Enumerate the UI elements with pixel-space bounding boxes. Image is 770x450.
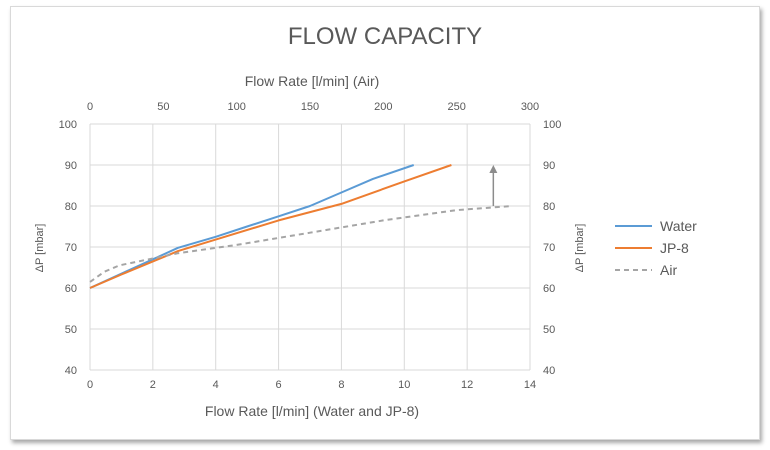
series-line-air	[89, 205, 513, 283]
x-tick-top: 200	[374, 101, 392, 113]
annotation-arrow-head	[489, 165, 498, 173]
y-tick-right: 80	[543, 201, 555, 213]
legend-label-water: Water	[660, 218, 697, 234]
y-tick-right: 90	[543, 160, 555, 172]
y-tick-left: 40	[65, 365, 77, 377]
gridlines	[89, 123, 531, 371]
x-tick-bottom: 4	[213, 379, 219, 391]
x-tick-top: 100	[227, 101, 245, 113]
series-line-jp-8	[89, 164, 452, 289]
x-tick-bottom: 2	[150, 379, 156, 391]
x-axis-bottom-title: Flow Rate [l/min] (Water and JP-8)	[205, 403, 419, 419]
y-tick-left: 80	[65, 201, 77, 213]
x-axis-top-title: Flow Rate [l/min] (Air)	[245, 73, 380, 89]
x-tick-top: 50	[157, 101, 169, 113]
y-tick-left: 70	[65, 242, 77, 254]
x-tick-top: 250	[447, 101, 465, 113]
x-tick-top: 300	[521, 101, 539, 113]
series-lines	[89, 164, 513, 289]
tick-labels: 40 40 50 50 60 60 70 70 80 80 90 90 100 100 0 2 4 6 8 10 12 1…	[59, 101, 562, 391]
annotations	[489, 165, 498, 206]
chart-title: FLOW CAPACITY	[288, 23, 482, 50]
y-axis-left-title: ΔP [mbar]	[34, 224, 46, 273]
y-tick-left: 90	[65, 160, 77, 172]
y-tick-left: 50	[65, 324, 77, 336]
x-tick-bottom: 0	[87, 379, 93, 391]
y-tick-left: 100	[59, 119, 77, 131]
y-tick-right: 100	[543, 119, 561, 131]
x-tick-bottom: 6	[276, 379, 282, 391]
y-tick-right: 50	[543, 324, 555, 336]
x-tick-top: 150	[301, 101, 319, 113]
x-tick-bottom: 10	[398, 379, 410, 391]
series-line-water	[89, 164, 415, 289]
y-tick-right: 40	[543, 365, 555, 377]
legend: Water JP-8 Air	[615, 218, 697, 278]
legend-label-air: Air	[660, 262, 677, 278]
x-tick-bottom: 14	[524, 379, 536, 391]
x-tick-bottom: 12	[461, 379, 473, 391]
y-tick-right: 60	[543, 283, 555, 295]
legend-label-jp-8: JP-8	[660, 240, 689, 256]
y-tick-right: 70	[543, 242, 555, 254]
y-axis-right-title: ΔP [mbar]	[574, 224, 586, 273]
y-tick-left: 60	[65, 283, 77, 295]
chart-frame	[10, 6, 760, 440]
x-tick-top: 0	[87, 101, 93, 113]
x-tick-bottom: 8	[338, 379, 344, 391]
